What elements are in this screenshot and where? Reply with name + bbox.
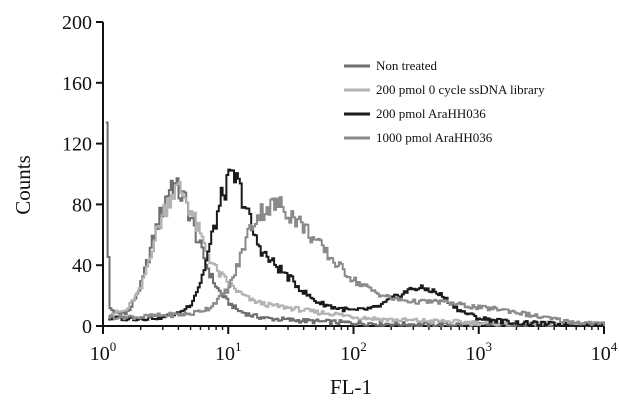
y-tick-label: 120 — [62, 134, 92, 156]
y-tick-label: 40 — [72, 255, 92, 277]
y-tick-label: 160 — [62, 73, 92, 95]
x-axis-title: FL-1 — [330, 375, 372, 399]
y-tick-label: 80 — [72, 194, 92, 216]
series-line-4 — [108, 196, 605, 326]
series-line-2 — [108, 180, 605, 327]
y-tick-label: 200 — [62, 12, 92, 34]
y-axis-title: Counts — [11, 155, 35, 215]
x-tick-label: 104 — [591, 339, 618, 365]
series-line-3 — [108, 168, 604, 327]
series-layer — [105, 121, 605, 327]
y-tick-label: 0 — [82, 316, 92, 338]
x-tick-label: 103 — [466, 339, 493, 365]
x-tick-label: 102 — [340, 339, 367, 365]
x-tick-label: 100 — [90, 339, 117, 365]
legend-label: 200 pmol AraHH036 — [376, 106, 486, 121]
legend-label: Non treated — [376, 58, 438, 73]
legend-label: 1000 pmol AraHH036 — [376, 130, 493, 145]
y-axis-ticks: 0 40 80 120 160 200 — [62, 12, 103, 338]
legend-label: 200 pmol 0 cycle ssDNA library — [376, 82, 545, 97]
x-axis-ticks: 100 101 102 103 104 — [90, 326, 618, 365]
series-line-1 — [105, 121, 605, 327]
legend: Non treated 200 pmol 0 cycle ssDNA librar… — [344, 58, 545, 145]
x-tick-label: 101 — [215, 339, 242, 365]
